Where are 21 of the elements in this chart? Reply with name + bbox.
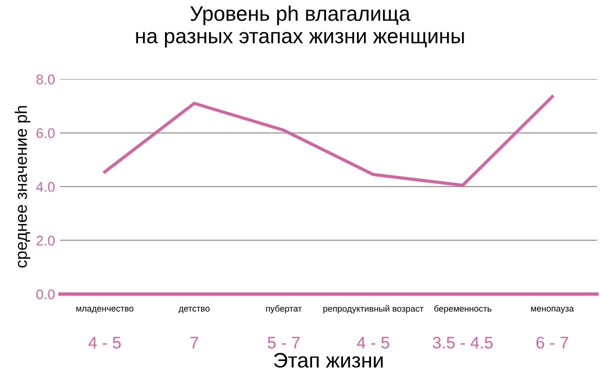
y-tick-label: 2.0 [36, 236, 55, 246]
x-tick-label: пубертат [266, 305, 302, 314]
y-tick-label: 0.0 [36, 289, 55, 300]
text: 6 - 7 [536, 336, 568, 349]
text: 4 - 5 [88, 336, 121, 349]
x-axis-title: Этап жизни [274, 352, 383, 368]
y-tick-label: 6.0 [36, 128, 55, 138]
y-tick-label: 4.0 [36, 182, 55, 192]
x-tick-label: менопауза [531, 306, 574, 314]
text: 7 [190, 336, 198, 348]
x-tick-label: репродуктивный возраст [323, 305, 424, 314]
text: 5 - 7 [268, 336, 300, 349]
x-tick-label: детство [178, 306, 210, 314]
y-tick-label: 8.0 [36, 74, 55, 84]
x-tick-label: младенчество [76, 306, 134, 314]
text: 4 - 5 [356, 336, 390, 349]
y-axis-title: среднее значение ph [14, 106, 30, 268]
line-series [103, 95, 554, 187]
x-tick-label: беременность [434, 305, 492, 314]
text: 3.5 - 4.5 [432, 336, 493, 349]
chart-title: Уровень ph влагалища на разных этапах жизни женщины [136, 6, 464, 48]
